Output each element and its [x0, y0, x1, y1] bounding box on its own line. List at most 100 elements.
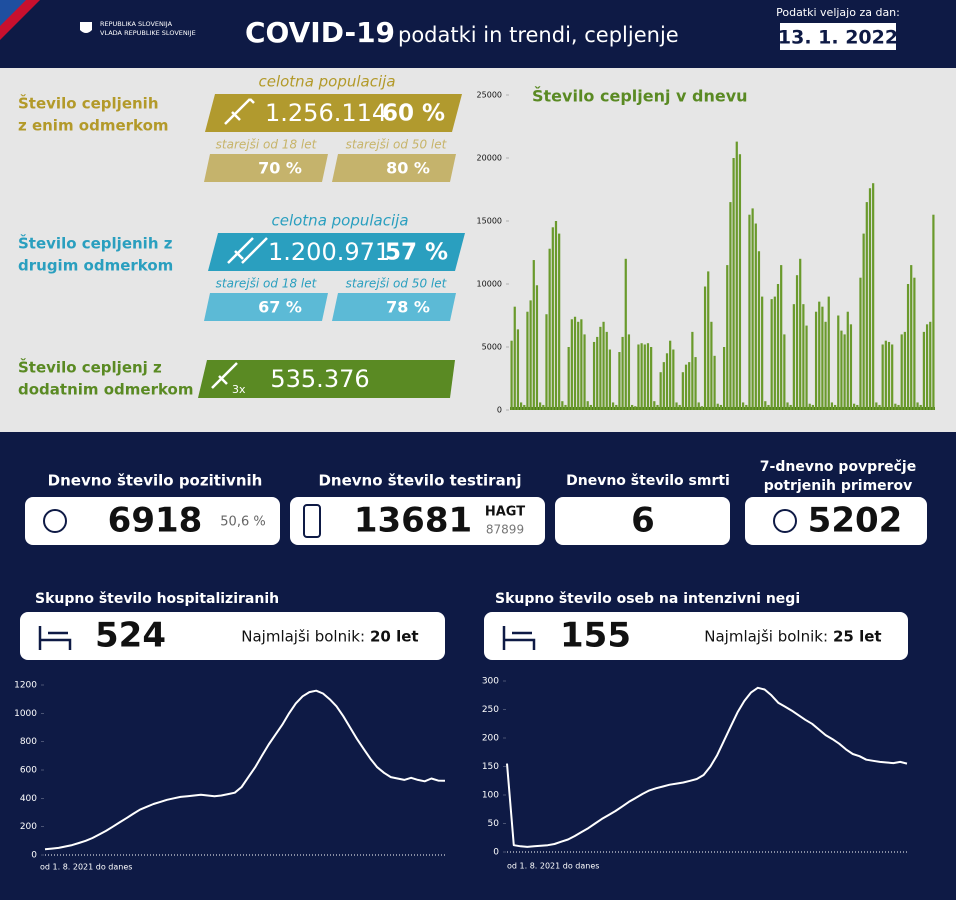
bar	[830, 402, 834, 410]
hosp-box	[484, 612, 908, 660]
bar	[738, 154, 742, 410]
pill	[332, 293, 456, 321]
bar	[906, 284, 910, 410]
bar	[799, 258, 802, 410]
stat-value: 5202	[808, 501, 903, 541]
bar	[903, 331, 906, 410]
bar	[630, 404, 634, 410]
syringe-icon	[211, 362, 238, 389]
bar	[624, 258, 627, 410]
bar	[577, 321, 580, 410]
y-tick-label: 0	[31, 851, 37, 861]
bar	[887, 341, 891, 410]
date-box	[780, 23, 896, 50]
stat-title: Dnevno število testiranj	[318, 472, 521, 490]
bar	[846, 311, 849, 410]
bar	[564, 404, 567, 410]
bed-icon	[502, 626, 536, 650]
y-tick-label: 200	[20, 822, 37, 832]
bar	[611, 402, 615, 410]
pct: 70 %	[258, 159, 302, 178]
bar	[862, 233, 865, 410]
bar	[573, 316, 577, 410]
bar	[745, 404, 748, 410]
bar	[672, 349, 675, 410]
pill	[204, 293, 328, 321]
bar	[532, 260, 535, 410]
bar	[805, 325, 808, 410]
bar	[910, 265, 913, 410]
bar	[795, 275, 799, 410]
y-tick-label: 0	[493, 848, 499, 858]
bar	[580, 319, 583, 410]
bar	[729, 202, 732, 410]
bar	[621, 336, 624, 410]
bar	[570, 319, 573, 410]
bar	[916, 402, 919, 410]
bar	[878, 404, 881, 410]
bar	[780, 265, 783, 410]
bar	[757, 251, 761, 410]
bar	[545, 314, 548, 410]
bar	[653, 401, 656, 410]
bar	[919, 404, 922, 410]
hosp-box	[20, 612, 445, 660]
y-tick-label: 250	[482, 705, 499, 715]
bar	[700, 406, 703, 410]
bar	[691, 331, 694, 410]
bar	[735, 141, 738, 410]
stat-extra: 87899	[486, 523, 524, 537]
bar	[634, 406, 637, 410]
pct: 78 %	[386, 298, 430, 317]
y-tick-label: 400	[20, 794, 37, 804]
bar	[726, 265, 729, 410]
caption: celotna populacija	[258, 73, 395, 91]
y-tick-label: 20000	[477, 154, 502, 163]
stat-box	[555, 497, 730, 545]
virus-icon	[43, 509, 67, 533]
bar	[529, 300, 532, 410]
stat-title: potrjenih primerov	[764, 478, 913, 494]
bar	[802, 304, 805, 410]
label: Število cepljenih	[18, 94, 159, 113]
bar	[837, 315, 840, 410]
total: 1.200.971	[268, 238, 390, 266]
bar	[615, 404, 618, 410]
bar	[707, 271, 710, 410]
bar	[526, 311, 529, 410]
pct: 80 %	[386, 159, 430, 178]
bar	[659, 372, 662, 410]
bar	[602, 321, 605, 410]
subtitle: podatki in trendi, cepljenje	[398, 23, 679, 47]
bar	[656, 404, 659, 410]
bar	[713, 355, 716, 410]
y-tick-label: 300	[482, 677, 499, 687]
caption: starejši od 18 let	[216, 277, 318, 291]
bar	[618, 352, 621, 410]
bar	[542, 404, 545, 410]
bar	[688, 362, 691, 410]
x-label: od 1. 8. 2021 do danes	[40, 863, 132, 872]
stat-extra-label: HAGT	[485, 505, 525, 520]
bar	[665, 353, 669, 410]
bar	[824, 321, 827, 410]
bar	[875, 402, 878, 410]
dose: 3x	[232, 383, 246, 396]
hosp-value: 155	[560, 616, 631, 656]
date: 13. 1. 2022	[778, 27, 898, 49]
bar	[596, 336, 599, 410]
bar	[897, 404, 900, 410]
chart-title: Število cepljenj v dnevu	[532, 87, 748, 106]
label: z enim odmerkom	[18, 117, 169, 135]
bar	[783, 334, 786, 410]
stat-box	[290, 497, 545, 545]
bar	[853, 403, 856, 410]
bar	[859, 277, 862, 410]
bar	[719, 404, 723, 410]
caption: celotna populacija	[271, 212, 408, 230]
stat-value: 13681	[354, 501, 472, 541]
pct: 67 %	[258, 298, 302, 317]
line	[44, 689, 446, 851]
